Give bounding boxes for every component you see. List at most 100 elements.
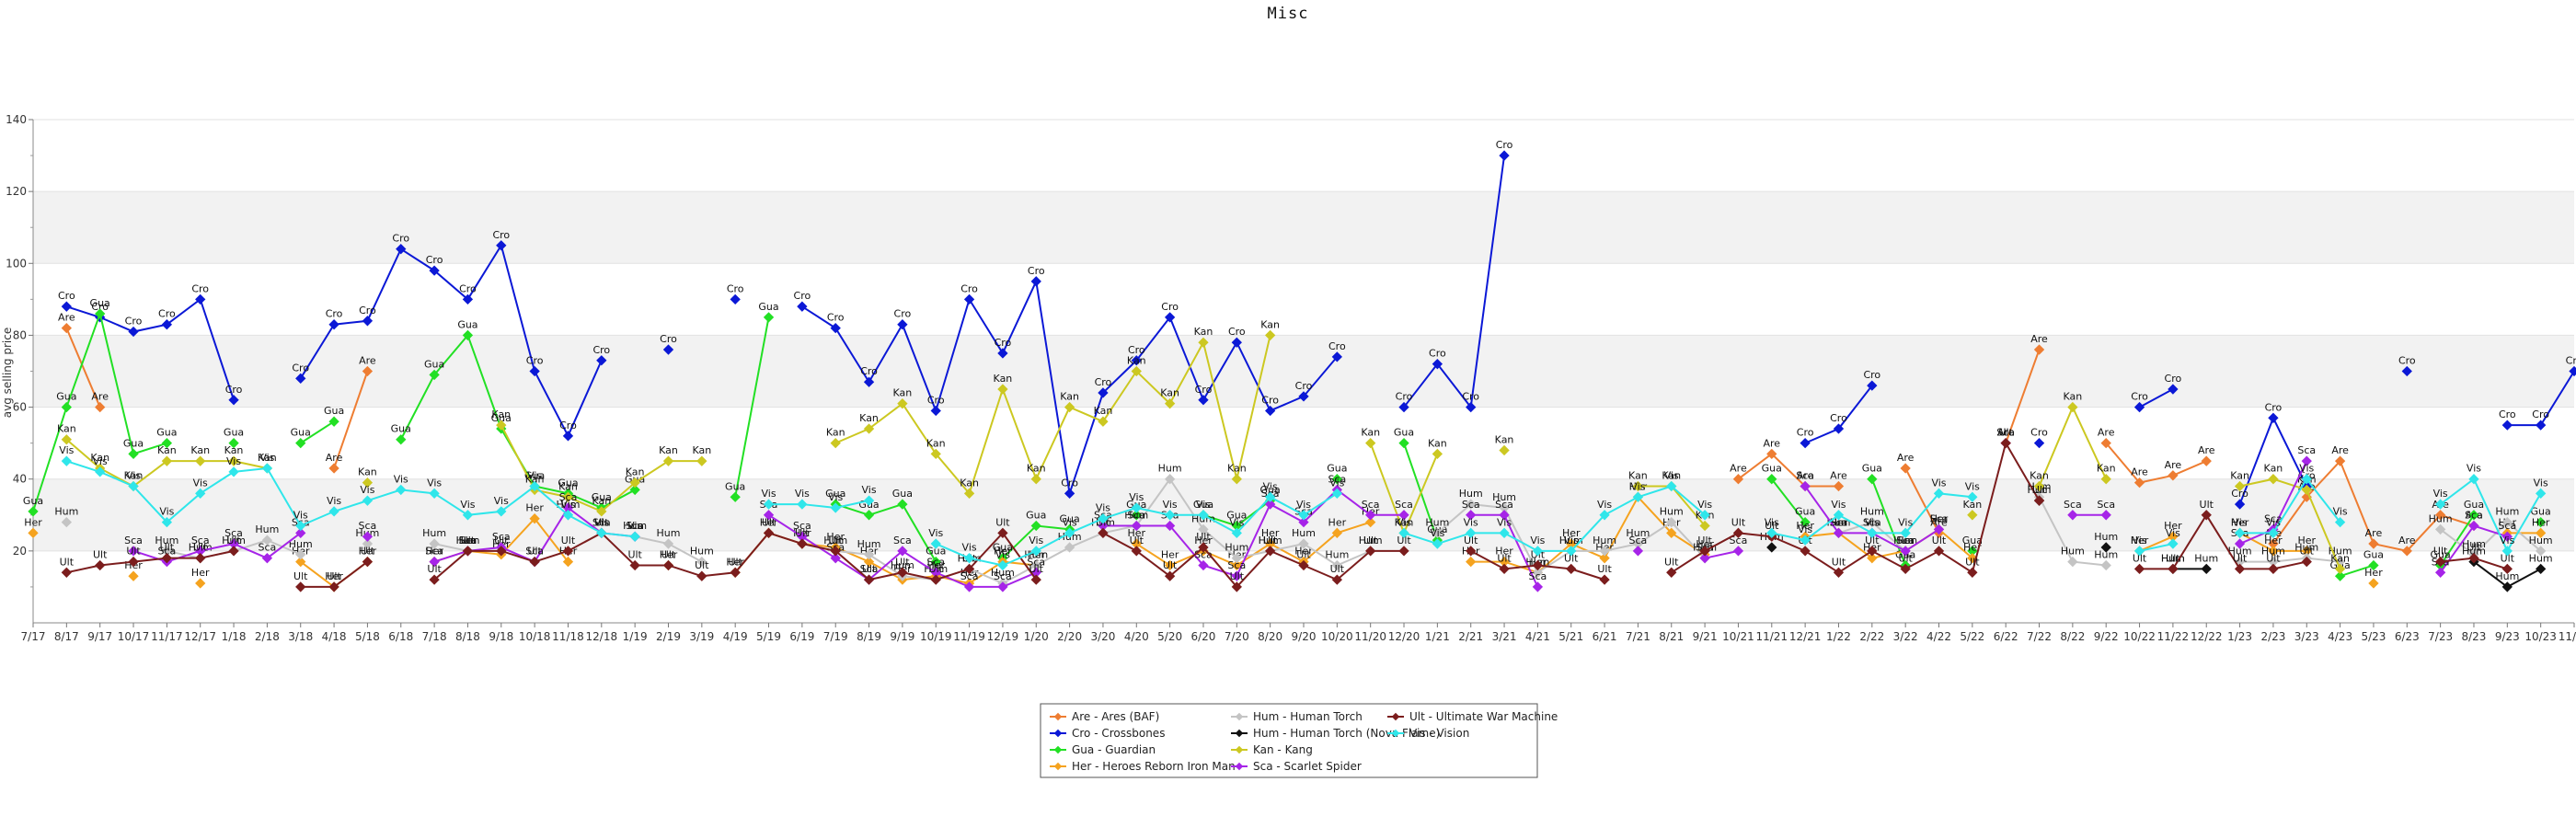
data-label: Her	[1562, 527, 1581, 539]
data-label: Are	[58, 312, 75, 324]
data-point	[2368, 538, 2379, 549]
legend-item: Hum - Human Torch	[1231, 710, 1363, 723]
data-point	[730, 567, 741, 578]
data-label: Hum	[2194, 552, 2218, 564]
data-label: Gua	[725, 480, 745, 492]
data-label: Kan	[826, 427, 845, 439]
data-point	[1098, 416, 1109, 427]
data-label: Hum	[1593, 535, 1616, 546]
data-label: Cro	[660, 333, 677, 345]
data-label: Cro	[2265, 401, 2283, 413]
data-point	[1800, 516, 1811, 528]
data-point	[128, 326, 139, 338]
data-label: Vis	[560, 499, 575, 511]
data-label: Cro	[2532, 408, 2549, 420]
series-kan-6: Kan Kan Kan Kan Kan Kan Kan Kan Kan Kan Kan Kan Kan K…	[57, 318, 2350, 575]
data-label: Ult	[461, 535, 476, 546]
legend-item: Her - Heroes Reborn Iron Man	[1050, 760, 1236, 773]
data-label: Ult	[2266, 552, 2281, 564]
data-label: Gua	[825, 488, 845, 500]
x-tick-label: 4/19	[723, 630, 748, 643]
data-point	[1499, 444, 1510, 456]
data-label: Kan	[1428, 437, 1447, 449]
y-tick-label: 60	[13, 401, 27, 414]
data-point	[228, 538, 239, 549]
data-label: Cro	[2398, 355, 2416, 367]
x-tick-label: 3/18	[288, 630, 313, 643]
data-label: Gua	[291, 427, 311, 439]
data-point	[930, 574, 941, 585]
data-point	[897, 546, 908, 557]
data-label: Hum	[1325, 548, 1349, 560]
data-point	[1499, 556, 1510, 568]
data-label: Gua	[1193, 499, 1213, 511]
data-label: Ult	[1464, 535, 1478, 546]
data-label: Sca	[191, 535, 210, 546]
data-point	[1833, 423, 1845, 434]
data-point	[2100, 437, 2111, 449]
data-point	[863, 556, 875, 568]
data-label: Kan	[224, 444, 244, 456]
legend-label: Are - Ares (BAF)	[1072, 710, 1159, 723]
legend-swatch-marker	[1053, 762, 1063, 771]
data-point	[1532, 567, 1544, 578]
y-tick-label: 20	[13, 545, 27, 558]
data-label: Cro	[459, 282, 477, 294]
data-point	[797, 301, 808, 312]
x-tick-label: 9/22	[2094, 630, 2119, 643]
data-point	[2133, 546, 2145, 557]
data-point	[1599, 574, 1610, 585]
data-point	[830, 437, 841, 449]
data-label: Her	[826, 531, 845, 543]
data-label: Gua	[491, 412, 512, 424]
data-label: Vis	[527, 470, 542, 482]
data-point	[963, 553, 975, 564]
data-point	[195, 293, 206, 305]
data-point	[1800, 437, 1811, 449]
legend-label: Ult - Ultimate War Machine	[1409, 710, 1558, 723]
data-label: Hum	[255, 523, 279, 535]
data-point	[462, 546, 474, 557]
data-point	[228, 455, 239, 466]
data-point	[1030, 574, 1041, 585]
data-point	[997, 527, 1008, 538]
data-label: Vis	[2433, 488, 2448, 500]
data-label: Kan	[1962, 499, 1982, 511]
data-label: Her	[1495, 546, 1513, 558]
data-point	[2536, 527, 2547, 538]
legend-label: Sca - Scarlet Spider	[1253, 760, 1362, 773]
x-tick-label: 1/23	[2227, 630, 2252, 643]
data-point	[629, 531, 640, 542]
data-label: Vis	[159, 506, 174, 518]
data-label: Gua	[23, 495, 43, 507]
x-tick-label: 4/22	[1926, 630, 1951, 643]
series-line	[66, 460, 636, 538]
data-point	[1030, 474, 1041, 485]
series-line	[834, 335, 1271, 496]
data-point	[1231, 559, 1242, 571]
data-label: Hum	[1626, 527, 1650, 539]
data-label: Ult	[695, 559, 709, 571]
data-point	[1466, 401, 1477, 413]
data-label: Kan	[960, 477, 979, 489]
data-label: Her	[1294, 546, 1313, 558]
data-label: Kan	[157, 444, 177, 456]
x-tick-label: 11/21	[1755, 630, 1788, 643]
data-point	[1231, 337, 1242, 348]
data-point	[128, 448, 139, 460]
data-point	[1766, 542, 1777, 553]
data-label: Sca	[1395, 499, 1413, 511]
data-label: Gua	[2464, 499, 2484, 511]
data-point	[396, 484, 407, 496]
data-point	[2501, 563, 2513, 575]
x-tick-label: 1/20	[1024, 630, 1049, 643]
data-label: Sca	[2498, 520, 2516, 532]
data-label: Ult	[995, 516, 1010, 528]
data-point	[763, 312, 775, 323]
series-line	[300, 420, 335, 444]
data-point	[1699, 546, 1710, 557]
data-label: Hum	[2462, 546, 2486, 558]
data-point	[295, 549, 306, 560]
data-point	[1632, 546, 1644, 557]
data-label: Kan	[926, 437, 946, 449]
